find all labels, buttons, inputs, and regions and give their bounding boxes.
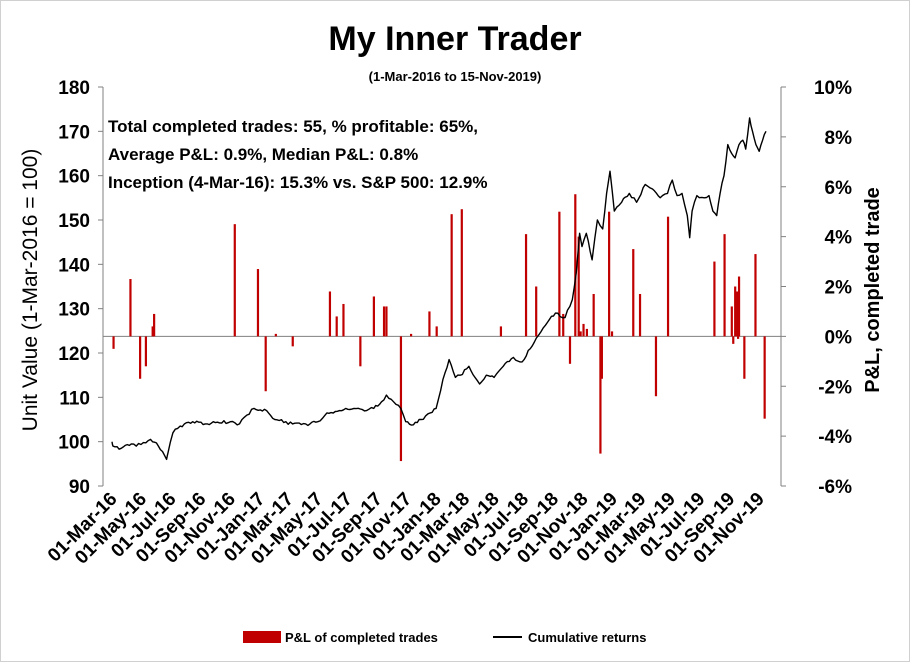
left-tick-label: 160 — [58, 167, 90, 188]
pnl-bar — [638, 293, 642, 337]
pnl-bar — [737, 276, 741, 337]
pnl-bar — [610, 331, 614, 337]
pnl-bar — [372, 296, 375, 337]
pnl-bar — [743, 336, 746, 379]
pnl-bar — [723, 234, 726, 337]
left-axis-ticks: 90 100 110 120 130 140 150 160 170 180 — [58, 78, 103, 498]
pnl-bar — [577, 236, 580, 337]
left-tick-label: 140 — [58, 255, 90, 276]
pnl-bar — [399, 336, 403, 462]
pnl-bar — [763, 336, 766, 419]
left-tick-label: 150 — [58, 211, 90, 232]
pnl-bar — [233, 224, 236, 337]
pnl-bar — [382, 306, 386, 337]
legend-label-bars: P&L of completed trades — [285, 630, 438, 645]
pnl-bar — [342, 303, 345, 337]
legend-label-line: Cumulative returns — [528, 630, 646, 645]
annotation-line-3: Inception (4-Mar-16): 15.3% vs. S&P 500:… — [108, 173, 488, 192]
pnl-bar — [264, 336, 267, 392]
left-tick-label: 170 — [58, 122, 90, 143]
left-tick-label: 100 — [58, 433, 90, 454]
pnl-bar — [460, 209, 463, 337]
cumulative-returns-line — [111, 117, 767, 461]
pnl-bar — [632, 249, 635, 337]
chart-title: My Inner Trader — [328, 20, 581, 58]
pnl-bar — [359, 336, 362, 367]
pnl-bar — [592, 293, 595, 337]
pnl-bar — [558, 211, 561, 337]
pnl-bar — [754, 254, 757, 337]
pnl-bar — [256, 269, 260, 337]
left-tick-label: 120 — [58, 344, 90, 365]
annotation-line-1: Total completed trades: 55, % profitable… — [108, 117, 478, 136]
pnl-bar — [562, 313, 565, 337]
pnl-bar — [409, 333, 413, 337]
pnl-bar — [582, 323, 585, 337]
right-axis-ticks: -6% -4% -2% 0% 2% 4% 6% 8% 10% — [781, 78, 852, 498]
right-tick-label: -4% — [818, 427, 852, 448]
legend: P&L of completed trades Cumulative retur… — [243, 630, 646, 645]
right-tick-label: 8% — [825, 128, 853, 149]
pnl-bar — [139, 336, 142, 379]
pnl-bar — [730, 306, 733, 337]
pnl-bar — [450, 214, 453, 337]
pnl-bar — [112, 336, 115, 349]
right-tick-label: -2% — [818, 377, 852, 398]
pnl-bar — [574, 194, 577, 337]
pnl-bar — [151, 326, 154, 337]
pnl-bar — [600, 336, 603, 379]
y-axis-label-left: Unit Value (1-Mar-2016 = 100) — [19, 149, 42, 432]
line-series — [111, 117, 767, 461]
pnl-bar — [291, 336, 294, 347]
pnl-bar — [666, 216, 670, 337]
pnl-bar — [734, 286, 737, 337]
pnl-bar — [535, 286, 538, 337]
pnl-bar — [524, 234, 528, 337]
annotation-line-2: Average P&L: 0.9%, Median P&L: 0.8% — [108, 145, 418, 164]
pnl-bar — [732, 336, 735, 344]
pnl-bar — [385, 306, 388, 337]
pnl-bar — [654, 336, 658, 397]
pnl-bar — [435, 326, 438, 337]
right-tick-label: 4% — [825, 228, 853, 249]
pnl-bar — [599, 336, 602, 454]
legend-swatch-bars — [243, 631, 281, 643]
right-tick-label: 10% — [814, 78, 852, 99]
pnl-bar — [568, 336, 572, 364]
left-tick-label: 90 — [69, 477, 90, 498]
right-tick-label: -6% — [818, 477, 852, 498]
x-axis-ticks: 01-Mar-1601-May-1601-Jul-1601-Sep-1601-N… — [44, 489, 769, 569]
chart-subtitle: (1-Mar-2016 to 15-Nov-2019) — [369, 69, 542, 84]
left-tick-label: 130 — [58, 300, 90, 321]
pnl-bar — [274, 333, 277, 337]
pnl-bar — [328, 291, 332, 337]
right-tick-label: 6% — [825, 178, 853, 199]
pnl-bar — [713, 261, 716, 337]
left-tick-label: 180 — [58, 78, 90, 99]
right-tick-label: 0% — [825, 327, 853, 348]
pnl-bar — [579, 331, 582, 337]
left-tick-label: 110 — [59, 388, 90, 409]
pnl-bar — [608, 211, 611, 337]
right-tick-label: 2% — [825, 278, 853, 299]
pnl-bar — [736, 336, 740, 339]
pnl-bar — [499, 326, 503, 337]
pnl-bar — [144, 336, 148, 367]
pnl-bar — [153, 313, 156, 337]
pnl-bar — [736, 291, 739, 337]
pnl-bar — [428, 311, 431, 337]
pnl-bar — [585, 328, 589, 337]
pnl-bar — [335, 316, 338, 337]
y-axis-label-right: P&L, completed trade — [862, 187, 884, 393]
bar-series — [112, 194, 766, 462]
pnl-bar — [129, 279, 132, 337]
